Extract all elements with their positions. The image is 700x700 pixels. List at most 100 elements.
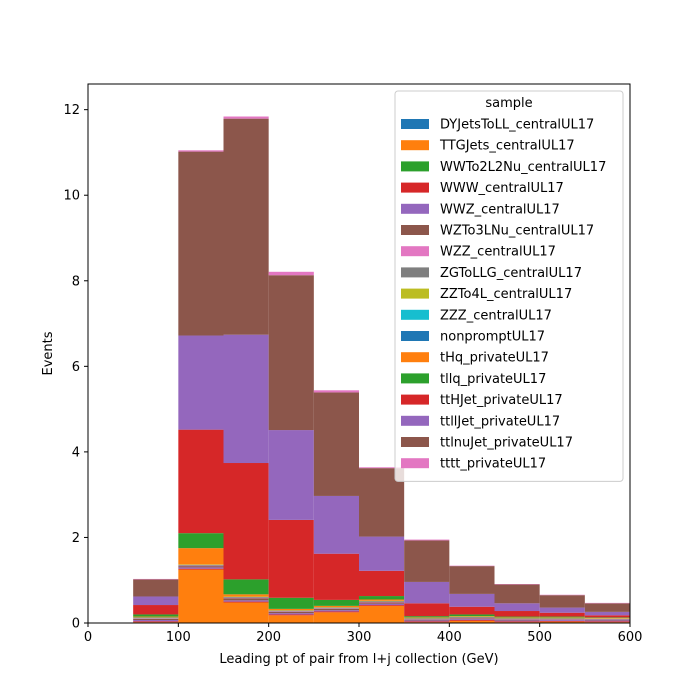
legend-label: DYJetsToLL_centralUL17 — [440, 118, 594, 133]
x-tick-label: 200 — [256, 630, 281, 645]
bar-segment — [359, 596, 405, 600]
bar-segment — [539, 621, 585, 623]
legend-swatch — [401, 373, 429, 384]
bar-segment — [494, 621, 540, 623]
bar-segment — [223, 598, 269, 601]
bar-segment — [449, 606, 495, 615]
bar-segment — [359, 570, 405, 597]
bar-segment — [494, 618, 540, 620]
bar-segment — [404, 621, 450, 623]
bar-segment — [539, 620, 585, 622]
bar-segment — [584, 603, 630, 612]
bar-segment — [313, 611, 359, 613]
legend-label: ttHJet_privateUL17 — [440, 393, 563, 408]
bars-layer — [133, 116, 630, 623]
bar-segment — [133, 618, 179, 621]
y-tick-label: 4 — [72, 445, 80, 460]
bar-segment — [359, 602, 405, 604]
bar-segment — [313, 610, 359, 612]
bar-segment — [223, 334, 269, 464]
bar-segment — [178, 569, 224, 623]
legend-swatch — [401, 288, 429, 299]
bar-segment — [404, 618, 450, 620]
x-tick-label: 600 — [618, 630, 643, 645]
y-tick-label: 8 — [72, 274, 80, 289]
bar-segment — [178, 566, 224, 568]
bar-segment — [178, 548, 224, 565]
legend-label: WZZ_centralUL17 — [440, 245, 556, 260]
bar-segment — [133, 620, 179, 622]
bar-segment — [404, 539, 450, 541]
bar-segment — [494, 603, 540, 612]
bar-segment — [404, 619, 450, 621]
bar-segment — [584, 621, 630, 623]
bar-segment — [178, 568, 224, 570]
y-tick-label: 12 — [63, 103, 80, 118]
bar-segment — [449, 620, 495, 621]
legend-label: ZGToLLG_centralUL17 — [440, 266, 582, 281]
legend-frame — [394, 90, 624, 482]
bar-segment — [539, 612, 585, 617]
bar-segment — [268, 608, 314, 611]
legend-label: ZZZ_centralUL17 — [440, 308, 552, 323]
bar-segment — [313, 599, 359, 606]
bar-segment — [178, 335, 224, 430]
bar-segment — [494, 616, 540, 618]
bar-segment — [449, 619, 495, 621]
bar-segment — [133, 579, 179, 597]
bar-segment — [133, 605, 179, 615]
y-tick-label: 2 — [72, 531, 80, 546]
bar-segment — [133, 617, 179, 619]
bar-segment — [494, 619, 540, 621]
legend-label: tHq_privateUL17 — [440, 351, 549, 366]
legend-swatch — [401, 182, 429, 193]
legend-label: tttt_privateUL17 — [440, 457, 546, 472]
x-tick-label: 500 — [527, 630, 552, 645]
bar-segment — [268, 610, 314, 612]
bar-segment — [313, 605, 359, 608]
legend-swatch — [401, 415, 429, 426]
legend-entries: DYJetsToLL_centralUL17 TTGJets_centralUL1… — [401, 118, 606, 472]
bar-segment — [223, 579, 269, 595]
y-tick-label: 0 — [72, 617, 80, 632]
bar-segment — [178, 533, 224, 549]
bar-segment — [539, 618, 585, 620]
bar-segment — [268, 519, 314, 598]
bar-segment — [178, 564, 224, 566]
y-tick-label: 10 — [63, 189, 80, 204]
bar-segment — [359, 603, 405, 606]
bar-segment — [223, 601, 269, 603]
bar-segment — [178, 150, 224, 152]
bar-segment — [539, 595, 585, 608]
bar-segment — [268, 613, 314, 615]
legend-swatch — [401, 437, 429, 447]
bar-segment — [359, 601, 405, 603]
bar-segment — [359, 599, 405, 601]
bar-segment — [223, 116, 269, 119]
bar-segment — [133, 621, 179, 623]
bar-segment — [584, 620, 630, 622]
bar-segment — [494, 611, 540, 617]
bar-segment — [313, 495, 359, 554]
bar-segment — [449, 620, 495, 623]
legend-label: ttllJet_privateUL17 — [440, 414, 560, 429]
bar-segment — [539, 607, 585, 613]
legend-swatch — [401, 203, 429, 214]
bar-segment — [359, 605, 405, 623]
bar-segment — [449, 566, 495, 594]
legend-label: WWTo2L2Nu_centralUL17 — [440, 160, 606, 175]
bar-segment — [449, 618, 495, 620]
bar-segment — [313, 392, 359, 496]
bar-segment — [584, 615, 630, 618]
bar-segment — [584, 618, 630, 620]
legend-swatch — [401, 352, 429, 363]
legend-label: ttlnuJet_privateUL17 — [440, 436, 573, 451]
legend-label: tllq_privateUL17 — [440, 372, 546, 387]
y-tick-label: 6 — [72, 360, 80, 375]
x-tick-label: 400 — [437, 630, 462, 645]
bar-segment — [584, 611, 630, 616]
bar-segment — [223, 594, 269, 597]
bar-segment — [133, 614, 179, 617]
bar-segment — [539, 620, 585, 621]
